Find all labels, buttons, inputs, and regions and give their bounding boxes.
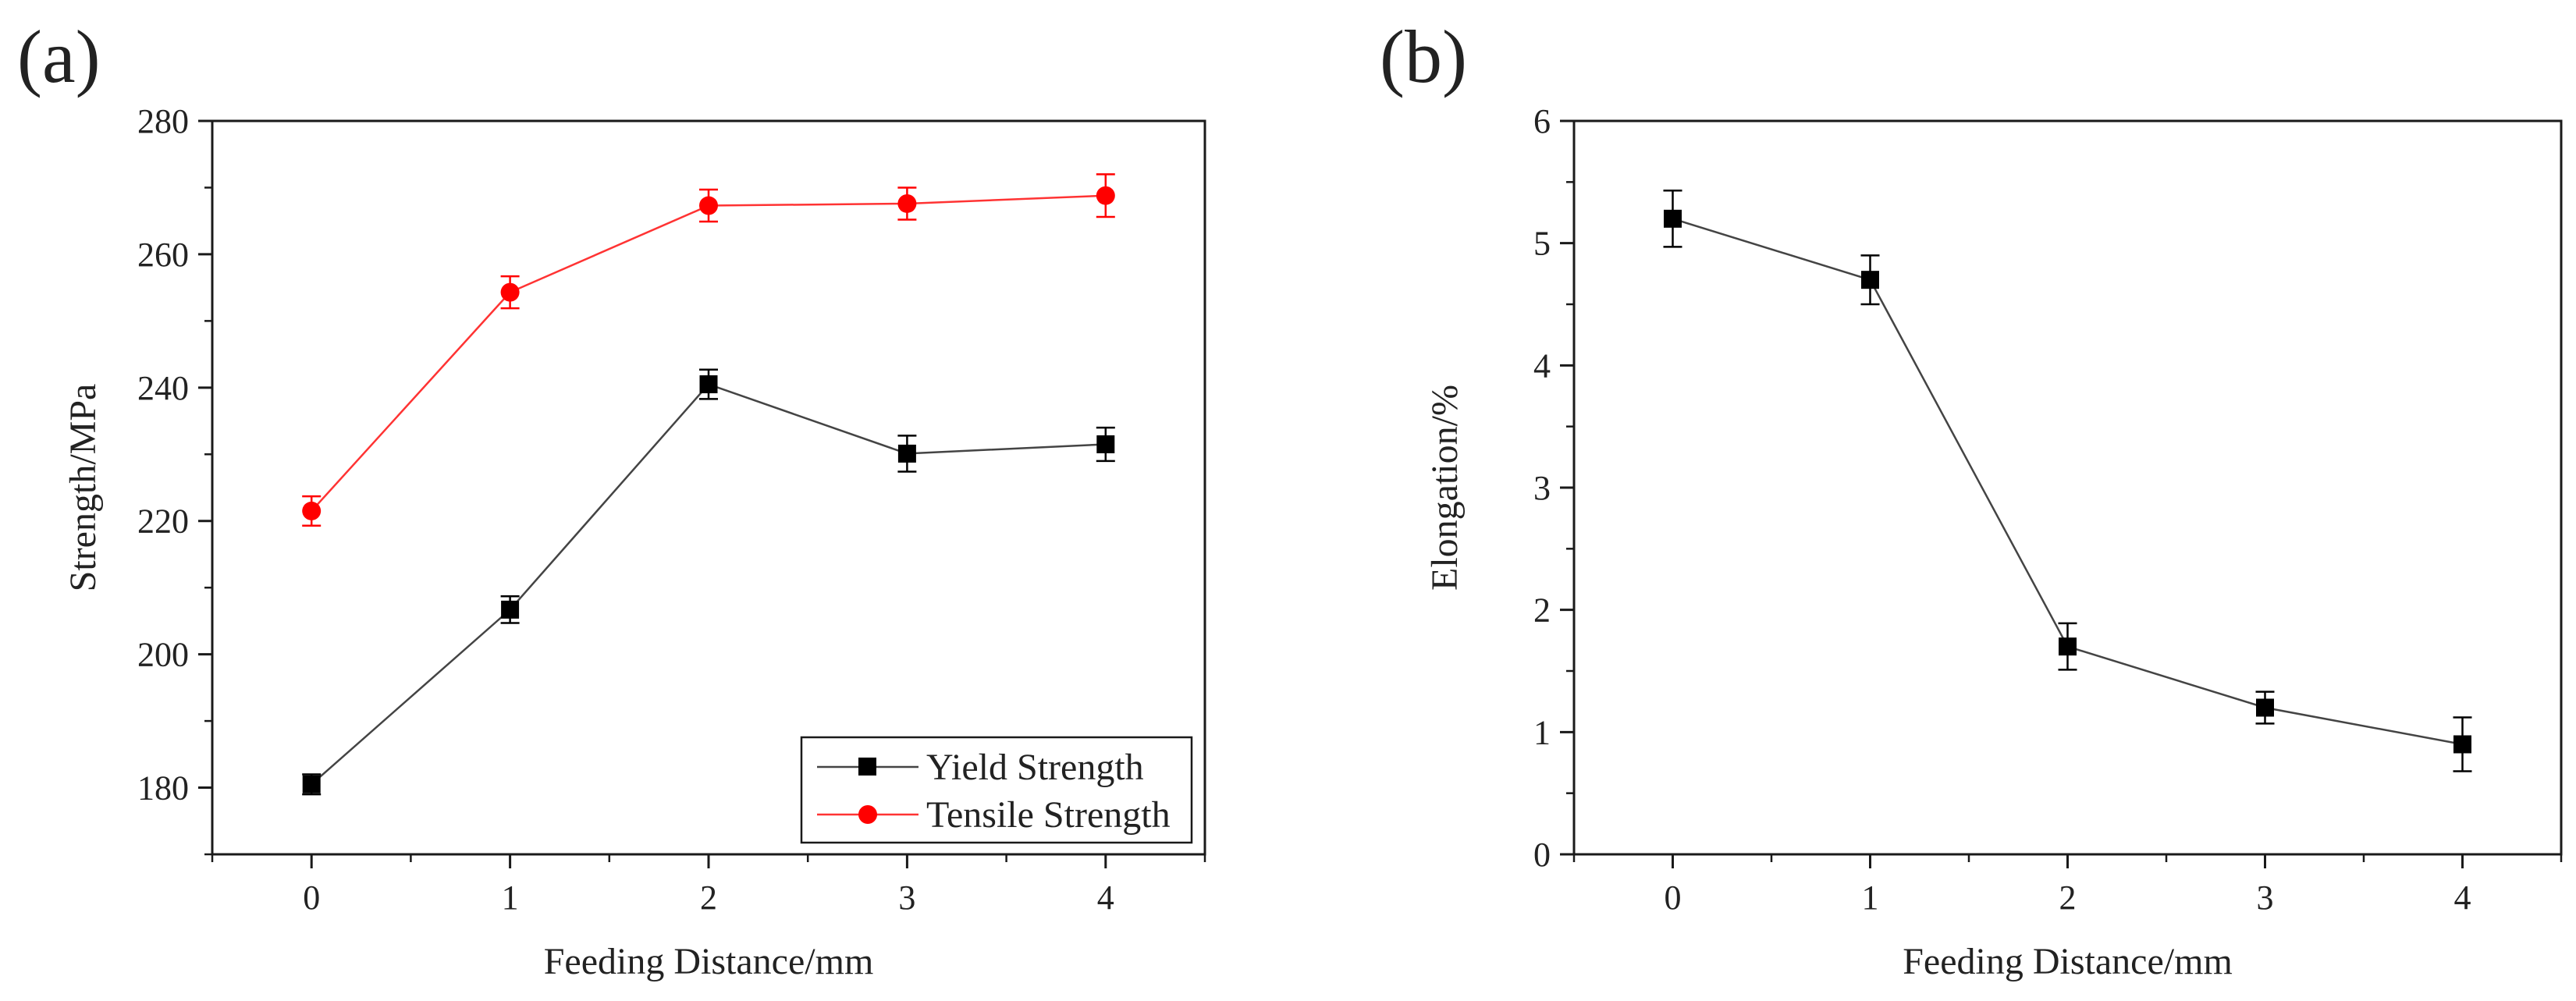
y-tick-label: 1 [1533,713,1551,751]
x-tick-label: 2 [2059,879,2077,917]
x-tick-label: 0 [303,879,320,917]
data-point [1664,209,1682,228]
x-tick-label: 4 [1097,879,1114,917]
y-tick-label: 180 [137,769,189,808]
data-point [500,282,520,302]
data-point [501,600,520,619]
legend-marker-tensile-strength [858,805,877,824]
panel-b-plot-frame [1572,119,2563,856]
series-b-0 [1663,190,2472,772]
y-tick-label: 260 [137,236,189,274]
x-tick-label: 3 [2257,879,2274,917]
panel-b-marks [1663,190,2472,772]
y-tick-label: 0 [1533,836,1551,874]
panel-a-label: (a) [17,15,101,98]
y-tick-label: 280 [137,102,189,140]
data-point [897,444,916,463]
data-point [302,775,321,793]
legend-label-yield-strength: Yield Strength [926,747,1144,788]
x-tick-label: 1 [1862,879,1879,917]
panel-b-y-axis-label: Elongation/% [1424,385,1466,591]
legend-marker-yield-strength [858,758,876,776]
data-point [897,193,917,213]
series-a-1 [302,173,1115,527]
y-tick-label: 6 [1533,102,1551,140]
panel-a-tick-labels: 0 1 2 3 4 180 200 220 240 260 280 [137,102,1114,917]
y-tick-label: 5 [1533,225,1551,263]
panel-b-ticks [1560,119,2563,868]
panel-b-tick-labels: 0 1 2 3 4 0 1 2 3 4 5 6 [1533,102,2471,917]
chart-panel-a: (a) 0 1 2 3 4 180 200 220 240 260 280 Feeding Dist… [17,15,1206,982]
legend-box [800,736,1193,844]
panel-a-marks [302,173,1115,796]
data-point [699,196,718,215]
legend-item-yield-strength: Yield Strength [817,747,1144,788]
data-point [1096,435,1115,453]
y-tick-label: 240 [137,369,189,407]
y-tick-label: 200 [137,636,189,674]
x-tick-label: 3 [898,879,915,917]
x-tick-label: 1 [502,879,519,917]
chart-panel-b: (b) 0 1 2 3 4 0 1 2 3 4 5 6 Feeding Distance/mm Elo… [1380,15,2563,982]
y-tick-label: 4 [1533,346,1551,385]
x-tick-label: 2 [700,879,717,917]
legend-item-tensile-strength: Tensile Strength [817,794,1171,836]
x-tick-label: 4 [2454,879,2471,917]
x-tick-label: 0 [1665,879,1682,917]
panel-a-x-axis-label: Feeding Distance/mm [544,941,874,982]
series-a-0 [302,368,1115,796]
panel-a-ticks [198,119,1206,868]
y-tick-label: 3 [1533,469,1551,507]
panel-a-y-axis-label: Strength/MPa [62,384,104,592]
panel-a-legend: Yield Strength Tensile Strength [800,736,1193,844]
data-point [2453,735,2471,754]
y-tick-label: 2 [1533,591,1551,630]
y-tick-label: 220 [137,502,189,541]
panel-b-x-axis-label: Feeding Distance/mm [1903,941,2233,982]
data-point [699,375,718,394]
data-point [302,501,322,520]
legend-label-tensile-strength: Tensile Strength [926,794,1171,836]
data-point [2256,698,2274,717]
data-point [1096,186,1115,205]
data-point [1861,271,1879,289]
panel-b-label: (b) [1380,15,1467,98]
data-point [2059,637,2077,656]
panel-a-plot-frame [211,119,1206,856]
